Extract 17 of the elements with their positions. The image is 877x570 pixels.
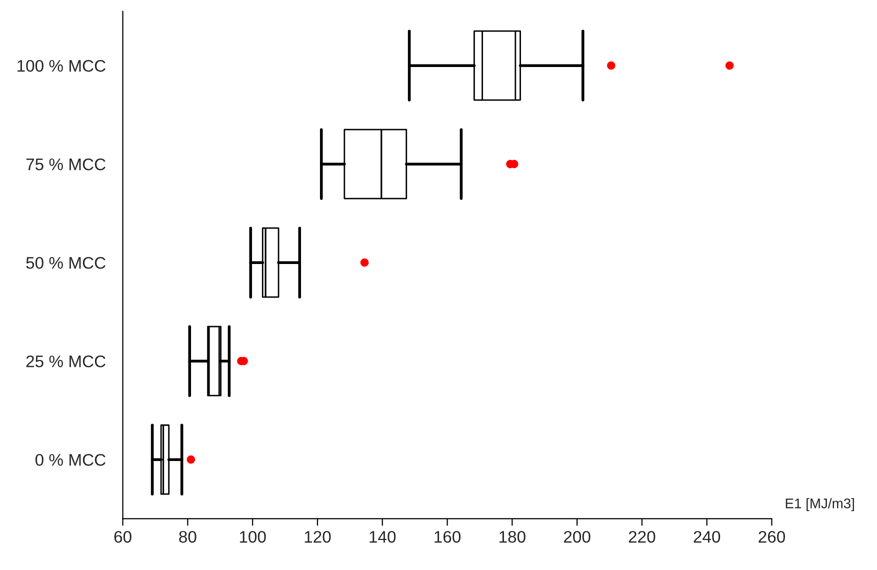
y-tick-label: 50 % MCC bbox=[26, 256, 106, 269]
x-tick-label: 220 bbox=[628, 530, 656, 543]
y-tick-label: 0 % MCC bbox=[35, 454, 106, 466]
x-tick-label: 260 bbox=[758, 530, 786, 543]
y-tick-label: 25 % MCC bbox=[26, 355, 106, 368]
x-tick-label: 100 bbox=[240, 530, 266, 543]
x-tick-label: 140 bbox=[370, 530, 396, 543]
x-axis-title: E1 [MJ/m3] bbox=[786, 498, 854, 512]
y-tick-label: 100 % MCC bbox=[18, 60, 106, 72]
x-tick-label: 60 bbox=[114, 530, 132, 543]
x-tick-label: 240 bbox=[694, 530, 720, 543]
x-tick-label: 120 bbox=[304, 530, 331, 543]
x-tick-label: 80 bbox=[179, 530, 196, 543]
x-tick-label: 180 bbox=[500, 530, 526, 543]
y-tick-label: 75 % MCC bbox=[26, 158, 106, 170]
x-tick-label: 200 bbox=[564, 530, 590, 543]
x-tick-label: 160 bbox=[434, 530, 461, 543]
